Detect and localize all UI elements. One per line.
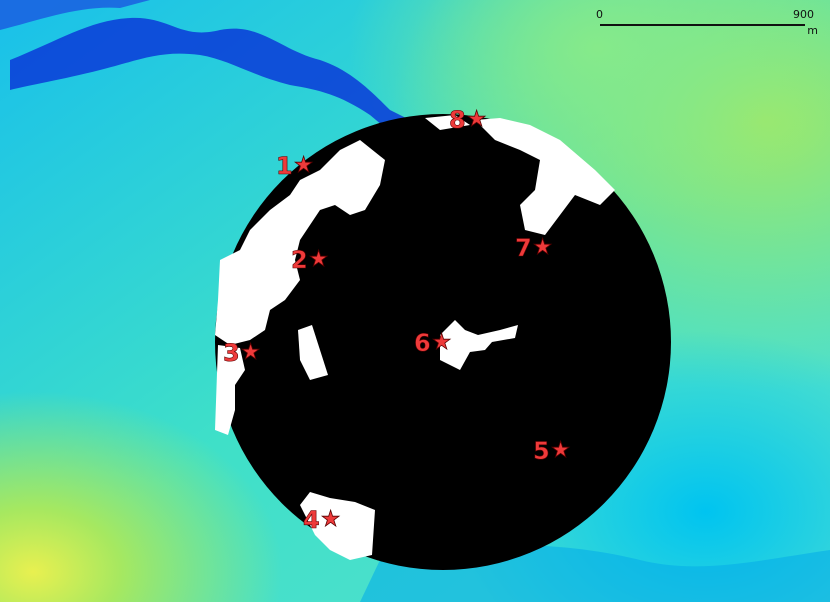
star-icon: ★ <box>308 247 329 272</box>
marker-4[interactable]: 4 ★ <box>303 506 341 534</box>
scale-line <box>600 24 805 26</box>
star-icon: ★ <box>293 153 314 178</box>
scale-bar: 0 900 m <box>596 8 818 37</box>
marker-label: 4 <box>303 506 320 534</box>
marker-2[interactable]: 2 ★ <box>291 246 329 274</box>
marker-3[interactable]: 3 ★ <box>223 339 261 367</box>
scale-unit-label: m <box>807 24 818 37</box>
marker-7[interactable]: 7 ★ <box>515 234 553 262</box>
marker-label: 3 <box>223 339 240 367</box>
visible-area-north <box>475 118 615 235</box>
river-channel <box>10 17 420 140</box>
marker-label: 6 <box>414 329 431 357</box>
visible-area-north-edge <box>425 115 470 130</box>
visible-area-west <box>215 345 245 435</box>
visible-area-south <box>300 492 375 560</box>
visible-area-northwest <box>215 140 385 345</box>
viewshed-circle <box>215 114 671 570</box>
star-icon: ★ <box>431 330 452 355</box>
star-icon: ★ <box>240 340 261 365</box>
marker-label: 2 <box>291 246 308 274</box>
visible-area-central <box>298 325 328 380</box>
marker-label: 1 <box>276 152 293 180</box>
scale-max-label: 900 <box>793 8 814 21</box>
river-channel-edge <box>0 0 150 30</box>
star-icon: ★ <box>320 507 341 532</box>
star-icon: ★ <box>466 107 487 132</box>
marker-label: 7 <box>515 234 532 262</box>
marker-6[interactable]: 6 ★ <box>414 329 452 357</box>
scale-min-label: 0 <box>596 8 603 21</box>
marker-label: 5 <box>533 437 550 465</box>
marker-8[interactable]: 8 ★ <box>449 106 487 134</box>
star-icon: ★ <box>550 438 571 463</box>
marker-5[interactable]: 5 ★ <box>533 437 571 465</box>
marker-label: 8 <box>449 106 466 134</box>
marker-1[interactable]: 1 ★ <box>276 152 314 180</box>
star-icon: ★ <box>532 235 553 260</box>
visible-area-center <box>440 320 518 370</box>
